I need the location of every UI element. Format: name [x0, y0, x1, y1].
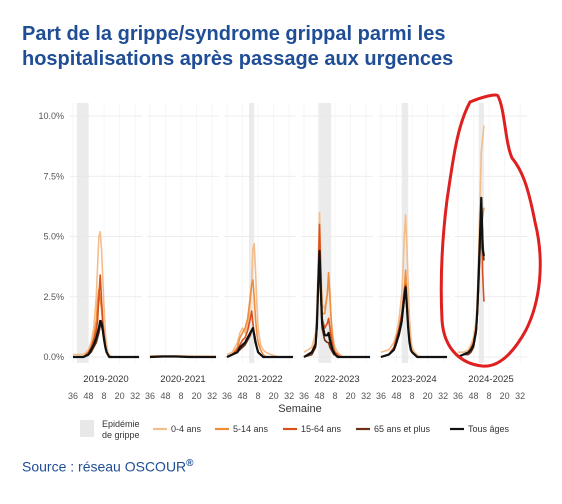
- legend-label-0-4 ans: 0-4 ans: [171, 424, 202, 434]
- legend-label-Tous âges: Tous âges: [468, 424, 510, 434]
- legend-label-epidemic: de grippe: [102, 430, 140, 440]
- x-tick-label: 48: [238, 391, 248, 401]
- y-tick-label: 7.5%: [43, 171, 64, 181]
- legend-label-5-14 ans: 5-14 ans: [233, 424, 269, 434]
- x-tick-label: 48: [161, 391, 171, 401]
- x-tick-label: 8: [333, 391, 338, 401]
- legend-label-15-64 ans: 15-64 ans: [301, 424, 342, 434]
- legend-label-65 ans et plus: 65 ans et plus: [374, 424, 431, 434]
- legend-swatch-epidemic: [80, 420, 94, 437]
- epidemic-period: [249, 103, 255, 363]
- x-tick-label: 20: [269, 391, 279, 401]
- x-tick-label: 32: [207, 391, 217, 401]
- y-tick-label: 2.5%: [43, 292, 64, 302]
- panel-background: [455, 103, 527, 363]
- season-label: 2019-2020: [83, 374, 128, 385]
- x-tick-label: 8: [410, 391, 415, 401]
- epidemic-period: [76, 103, 89, 363]
- series-line-0-4 ans: [226, 242, 293, 358]
- panel-2019-2020: [70, 103, 142, 363]
- series-line-Tous âges: [226, 327, 293, 359]
- x-tick-label: 8: [102, 391, 107, 401]
- x-tick-label: 8: [487, 391, 492, 401]
- x-tick-label: 36: [376, 391, 386, 401]
- x-tick-label: 20: [500, 391, 510, 401]
- x-tick-label: 20: [423, 391, 433, 401]
- x-tick-label: 48: [469, 391, 479, 401]
- y-tick-label: 0.0%: [43, 352, 64, 362]
- x-tick-label: 32: [515, 391, 525, 401]
- series-line-Tous âges: [380, 286, 447, 359]
- series-line-Tous âges: [149, 355, 216, 359]
- x-tick-label: 48: [392, 391, 402, 401]
- panel-background: [147, 103, 219, 363]
- panel-2020-2021: [147, 103, 219, 363]
- legend: [80, 420, 464, 437]
- legend-label-epidemic: Epidémie: [102, 419, 140, 429]
- x-tick-label: 20: [115, 391, 125, 401]
- x-tick-label: 32: [130, 391, 140, 401]
- panel-2022-2023: [301, 103, 373, 363]
- x-tick-label: 32: [284, 391, 294, 401]
- y-tick-label: 5.0%: [43, 232, 64, 242]
- registered-mark: ®: [186, 458, 194, 469]
- x-tick-label: 36: [68, 391, 78, 401]
- x-tick-label: 32: [361, 391, 371, 401]
- x-tick-label: 36: [299, 391, 309, 401]
- annotation-ellipse: [439, 93, 542, 368]
- panel-2023-2024: [378, 103, 450, 363]
- x-tick-label: 8: [179, 391, 184, 401]
- x-tick-label: 36: [222, 391, 232, 401]
- y-tick-label: 10.0%: [38, 111, 64, 121]
- source-note: Source : réseau OSCOUR®: [22, 458, 194, 475]
- x-tick-label: 20: [346, 391, 356, 401]
- season-label: 2024-2025: [468, 374, 513, 385]
- season-label: 2020-2021: [160, 374, 205, 385]
- panel-2021-2022: [224, 103, 296, 363]
- panel-background: [378, 103, 450, 363]
- panel-2024-2025: [455, 103, 527, 363]
- x-tick-label: 48: [84, 391, 94, 401]
- series-line-Tous âges: [73, 319, 139, 359]
- season-label: 2021-2022: [237, 374, 282, 385]
- series-line-Tous âges: [303, 249, 370, 359]
- season-label: 2023-2024: [391, 374, 436, 385]
- panel-background: [301, 103, 373, 363]
- season-label: 2022-2023: [314, 374, 359, 385]
- x-tick-label: 36: [145, 391, 155, 401]
- x-tick-label: 32: [438, 391, 448, 401]
- panel-background: [224, 103, 296, 363]
- x-tick-label: 8: [256, 391, 261, 401]
- source-text: Source : réseau OSCOUR: [22, 458, 187, 475]
- x-tick-label: 20: [192, 391, 202, 401]
- x-tick-label: 48: [315, 391, 325, 401]
- series-line-Tous âges: [457, 196, 485, 358]
- x-axis-title: Semaine: [278, 403, 321, 415]
- page-title: Part de la grippe/syndrome grippal parmi…: [22, 23, 454, 70]
- x-tick-label: 36: [453, 391, 463, 401]
